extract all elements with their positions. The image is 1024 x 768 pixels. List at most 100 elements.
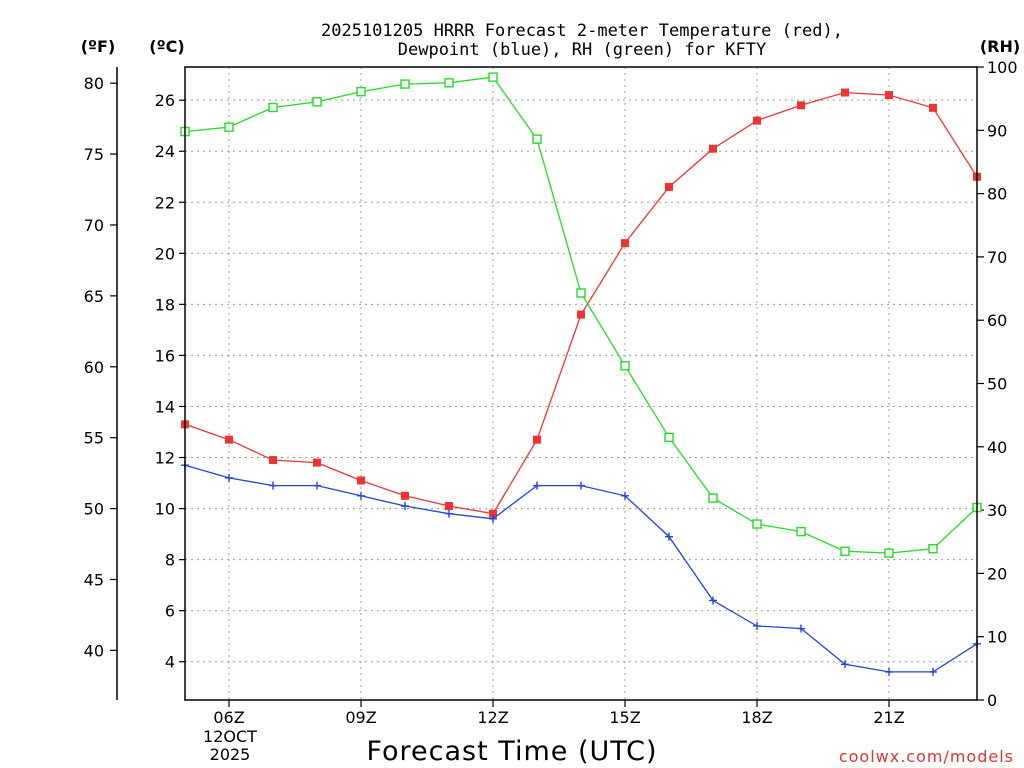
celsius-tick-label: 14 (155, 397, 175, 416)
celsius-tick-label: 12 (155, 449, 175, 468)
temperature-point (621, 239, 629, 248)
temperature-point (269, 456, 277, 465)
temperature-point (225, 435, 233, 444)
time-tick-label: 12Z (477, 708, 508, 727)
temperature-point (753, 116, 761, 125)
dewpoint-point (445, 509, 453, 518)
fahrenheit-tick-label: 75 (84, 145, 104, 164)
dewpoint-point (885, 667, 893, 676)
rh-unit-label: (RH) (980, 37, 1020, 56)
grid-lines (185, 67, 977, 700)
celsius-tick-label: 26 (155, 91, 175, 110)
fahrenheit-tick-label: 80 (84, 74, 104, 93)
rh-point (664, 432, 674, 443)
temperature-point (797, 101, 805, 110)
fahrenheit-tick-label: 70 (84, 216, 104, 235)
temperature-point (841, 88, 849, 97)
temperature-point (577, 310, 585, 319)
rh-point (268, 102, 278, 113)
rh-point (400, 79, 410, 89)
celsius-tick-label: 4 (165, 653, 175, 672)
time-axis: 06Z 09Z 12Z 15Z 18Z 21Z (213, 700, 905, 727)
rh-point (620, 361, 630, 371)
temperature-point (709, 144, 717, 153)
chart-title-line1: 2025101205 HRRR Forecast 2-meter Tempera… (321, 21, 843, 41)
dewpoint-point (577, 481, 585, 490)
time-tick-label: 18Z (741, 708, 772, 727)
dewpoint-point (709, 596, 717, 605)
chart-title-line2: Dewpoint (blue), RH (green) for KFTY (398, 40, 766, 60)
rh-tick-label: 30 (987, 501, 1007, 520)
rh-tick-label: 40 (987, 438, 1007, 457)
dewpoint-point (401, 502, 409, 511)
rh-point (576, 288, 586, 298)
rh-point (356, 86, 366, 97)
fahrenheit-axis: 40 45 50 55 60 65 70 75 80 (84, 74, 117, 660)
rh-point (752, 519, 762, 529)
temperature-point (665, 182, 673, 191)
rh-point (928, 544, 938, 554)
dewpoint-point (621, 491, 629, 500)
fahrenheit-tick-label: 65 (84, 287, 104, 306)
dewpoint-point (269, 481, 277, 490)
temperature-point (533, 435, 541, 444)
celsius-tick-label: 24 (155, 142, 175, 161)
dewpoint-point (357, 491, 365, 500)
rh-point (444, 78, 454, 88)
rh-tick-label: 100 (987, 58, 1018, 77)
celsius-tick-label: 6 (165, 602, 175, 621)
series-dewpoint (181, 461, 981, 676)
series-layer (180, 72, 982, 676)
fahrenheit-tick-label: 45 (84, 570, 104, 589)
celsius-tick-label: 18 (155, 295, 175, 314)
dewpoint-line (184, 464, 978, 673)
rh-point (840, 546, 850, 556)
rh-tick-label: 20 (987, 564, 1007, 583)
temperature-point (489, 509, 497, 518)
celsius-tick-label: 16 (155, 346, 175, 365)
series-temperature (181, 88, 981, 518)
rh-point (884, 548, 894, 558)
rh-point (224, 122, 234, 132)
dewpoint-point (841, 660, 849, 669)
fahrenheit-unit-label: (ºF) (81, 37, 116, 56)
rh-point (796, 526, 806, 537)
date-label-line2: 2025 (210, 745, 251, 764)
dewpoint-point (313, 481, 321, 490)
temperature-point (357, 476, 365, 485)
celsius-axis: 4 6 8 10 12 14 16 18 20 22 24 26 (155, 91, 185, 672)
credit-text: coolwx.com/models (839, 747, 1014, 766)
celsius-tick-label: 20 (155, 244, 175, 263)
rh-axis: 0 10 20 30 40 50 60 70 80 90 100 (977, 58, 1018, 710)
rh-tick-label: 50 (987, 375, 1007, 394)
rh-tick-label: 0 (987, 691, 997, 710)
rh-point (532, 134, 542, 144)
plot-frame (184, 66, 978, 701)
time-tick-label: 21Z (873, 708, 904, 727)
dewpoint-point (489, 514, 497, 523)
temperature-point (401, 491, 409, 500)
rh-point (708, 493, 718, 503)
celsius-tick-label: 22 (155, 193, 175, 212)
time-tick-label: 06Z (213, 708, 244, 727)
rh-point (488, 72, 498, 82)
celsius-unit-label: (ºC) (149, 37, 184, 56)
temperature-point (445, 502, 453, 511)
fahrenheit-tick-label: 50 (84, 500, 104, 519)
dewpoint-point (929, 667, 937, 676)
temperature-point (929, 103, 937, 112)
fahrenheit-tick-label: 40 (84, 641, 104, 660)
rh-point (312, 97, 322, 107)
fahrenheit-tick-label: 60 (84, 358, 104, 377)
dewpoint-point (533, 481, 541, 490)
rh-tick-label: 80 (987, 185, 1007, 204)
dewpoint-point (225, 473, 233, 482)
celsius-tick-label: 10 (155, 500, 175, 519)
time-tick-label: 09Z (345, 708, 376, 727)
fahrenheit-tick-label: 55 (84, 429, 104, 448)
rh-tick-label: 90 (987, 121, 1007, 140)
rh-tick-label: 60 (987, 311, 1007, 330)
rh-tick-label: 70 (987, 248, 1007, 267)
temperature-point (313, 458, 321, 467)
